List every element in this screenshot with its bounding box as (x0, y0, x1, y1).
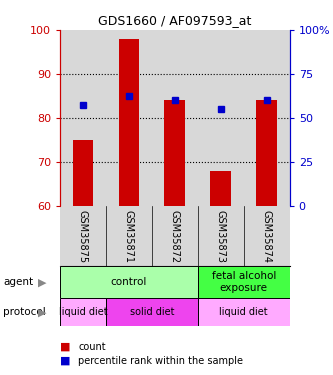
Bar (210, 171, 231, 206)
Text: count: count (78, 342, 106, 352)
Text: agent: agent (3, 277, 33, 287)
Text: ■: ■ (60, 356, 71, 366)
Bar (106, 298, 198, 326)
Text: fetal alcohol
exposure: fetal alcohol exposure (211, 272, 276, 293)
Text: liquid diet: liquid diet (59, 307, 107, 317)
Text: ▶: ▶ (38, 277, 47, 287)
Text: control: control (111, 277, 147, 287)
Text: GSM35875: GSM35875 (78, 210, 88, 263)
Text: ▶: ▶ (38, 307, 47, 317)
Text: protocol: protocol (3, 307, 46, 317)
Text: ■: ■ (60, 342, 71, 352)
Text: GSM35873: GSM35873 (216, 210, 226, 263)
Bar (60, 298, 106, 326)
Text: GSM35874: GSM35874 (262, 210, 272, 263)
Text: percentile rank within the sample: percentile rank within the sample (78, 356, 243, 366)
Bar (60, 266, 198, 298)
Title: GDS1660 / AF097593_at: GDS1660 / AF097593_at (98, 15, 251, 27)
Bar (256, 100, 277, 206)
Text: GSM35872: GSM35872 (170, 210, 180, 263)
Text: GSM35871: GSM35871 (124, 210, 134, 263)
Bar (73, 140, 93, 206)
Bar (119, 39, 139, 206)
Bar (165, 100, 185, 206)
Text: liquid diet: liquid diet (219, 307, 268, 317)
Bar (198, 298, 290, 326)
Text: solid diet: solid diet (130, 307, 174, 317)
Bar (198, 266, 290, 298)
